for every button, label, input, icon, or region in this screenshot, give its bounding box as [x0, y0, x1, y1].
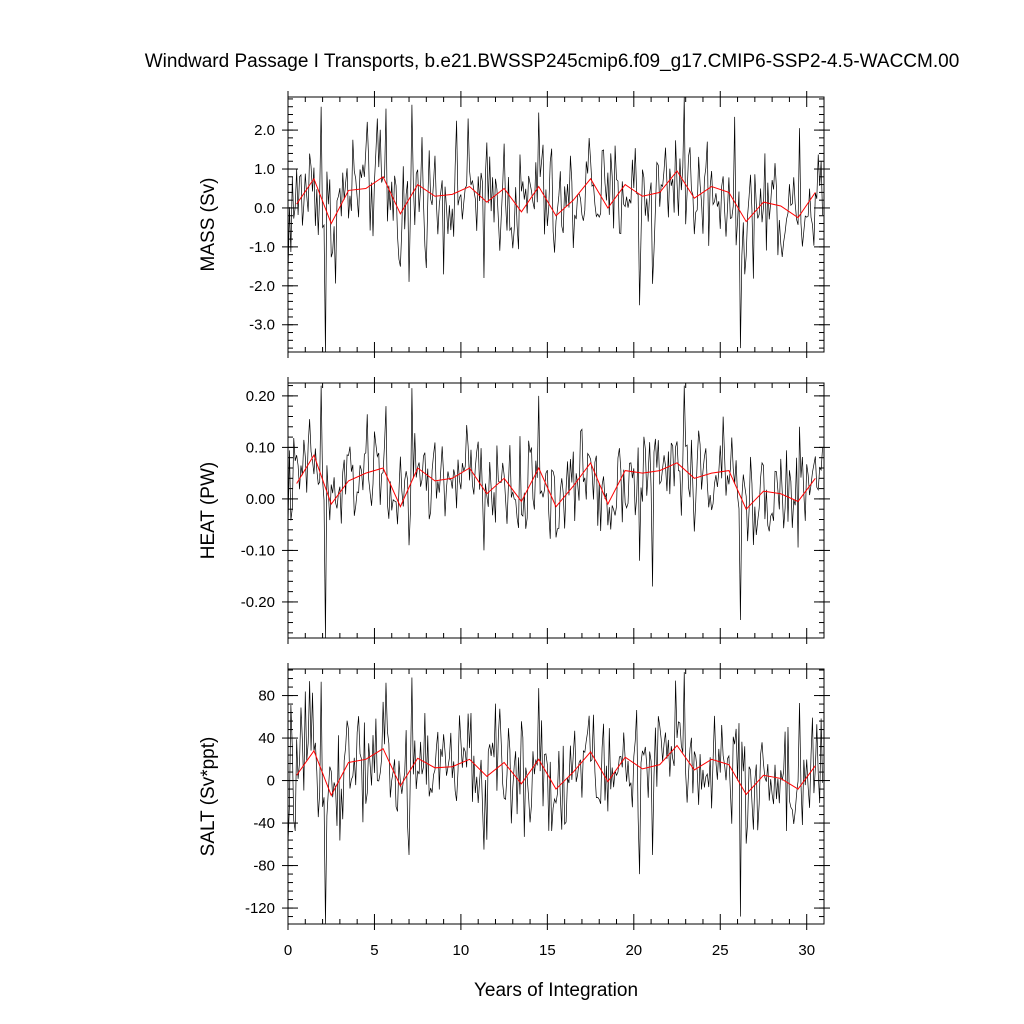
plot-frame: [287, 96, 825, 353]
x-tick-label: 10: [453, 942, 470, 959]
y-tick-label: 1.0: [254, 161, 275, 178]
x-ticks: [287, 91, 825, 358]
x-tick-label: 20: [625, 942, 642, 959]
series-annual-heat: [296, 453, 816, 511]
y-tick-label: -1.0: [249, 239, 275, 256]
y-tick-label: -40: [253, 815, 275, 832]
y-axis-label: SALT (Sv*ppt): [198, 737, 219, 857]
x-tick-label: 0: [284, 942, 292, 959]
y-tick-label: -0.10: [241, 542, 275, 559]
series-monthly-heat: [288, 385, 823, 638]
panel-salt: 80 40 0 -40 -80 -120 SALT (Sv*ppt) 0 5 10 15 20 25 30: [198, 663, 830, 959]
x-tick-label: 30: [798, 942, 815, 959]
series-monthly-salt: [288, 672, 823, 924]
y-tick-label: -80: [253, 858, 275, 875]
y-tick-label: -3.0: [249, 317, 275, 334]
y-tick-label: 0: [267, 773, 275, 790]
x-tick-label: 15: [539, 942, 556, 959]
series-annual-mass: [296, 170, 816, 225]
panel-mass: 2.0 1.0 0.0 -1.0 -2.0 -3.0 MASS (Sv): [198, 91, 830, 358]
x-ticks: [287, 377, 825, 644]
y-axis-label: MASS (Sv): [198, 178, 219, 272]
x-axis-label: Years of Integration: [474, 980, 638, 1001]
x-ticks: [287, 663, 825, 930]
series-monthly-mass: [288, 97, 823, 352]
y-axis-label: HEAT (PW): [198, 462, 219, 559]
series-annual-salt: [296, 744, 816, 797]
y-tick-label: 80: [258, 688, 275, 705]
chart-title: Windward Passage I Transports, b.e21.BWS…: [145, 51, 960, 72]
y-tick-label: 0.20: [246, 388, 275, 405]
plot-frame: [287, 668, 825, 925]
y-tick-label: -120: [245, 900, 275, 917]
plot-frame: [287, 382, 825, 639]
x-tick-label: 5: [370, 942, 378, 959]
y-tick-label: 0.0: [254, 200, 275, 217]
y-tick-label: 2.0: [254, 122, 275, 139]
x-tick-label: 25: [712, 942, 729, 959]
y-tick-label: -2.0: [249, 278, 275, 295]
y-tick-label: -0.20: [241, 594, 275, 611]
y-tick-label: 0.00: [246, 491, 275, 508]
y-tick-label: 40: [258, 730, 275, 747]
panel-heat: 0.20 0.10 0.00 -0.10 -0.20 HEAT (PW): [198, 377, 830, 644]
y-tick-label: 0.10: [246, 439, 275, 456]
